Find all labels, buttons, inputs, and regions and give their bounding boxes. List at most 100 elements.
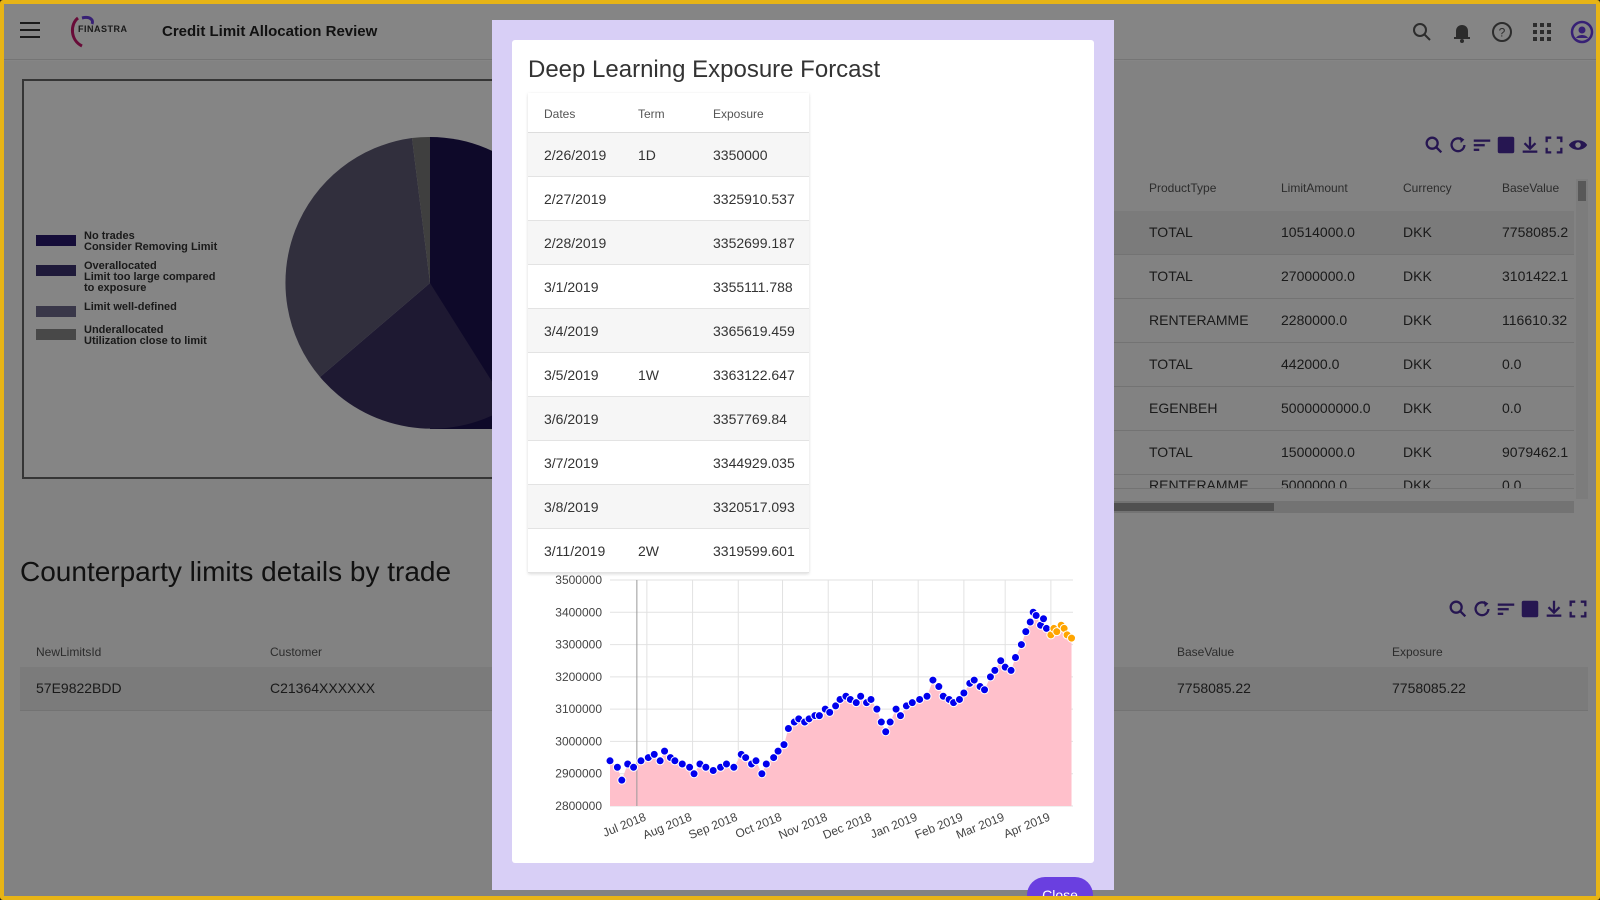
pie-slice-underallocated[interactable] — [412, 136, 430, 283]
cell-currency: DKK — [1403, 268, 1432, 284]
table-row[interactable]: RENTERAMME 2280000.0 DKK 116610.32 — [1114, 299, 1574, 343]
search-icon[interactable] — [1447, 598, 1469, 620]
data-point — [708, 765, 718, 775]
column-header[interactable]: BaseValue — [1502, 181, 1560, 195]
bell-icon[interactable] — [1450, 20, 1474, 44]
menu-icon[interactable] — [20, 22, 40, 38]
search-icon[interactable] — [1423, 134, 1445, 156]
column-header[interactable]: Currency — [1403, 181, 1452, 195]
data-point — [814, 711, 824, 721]
table-row[interactable]: 2/26/2019 1D 3350000 — [528, 133, 809, 177]
table-row[interactable]: 2/28/2019 3352699.187 — [528, 221, 809, 265]
apps-grid-icon[interactable] — [1530, 20, 1554, 44]
column-header[interactable]: ProductType — [1149, 181, 1217, 195]
exposure-forecast-chart: 2800000 2900000 3000000 3100000 3200000 33000… — [555, 573, 1077, 842]
help-icon[interactable]: ? — [1490, 20, 1514, 44]
sort-icon[interactable] — [1471, 134, 1493, 156]
data-point — [881, 727, 891, 737]
sort-icon[interactable] — [1495, 598, 1517, 620]
cell-term: 1D — [638, 147, 656, 163]
column-header[interactable]: NewLimitsId — [36, 645, 102, 659]
table-row[interactable]: 3/1/2019 3355111.788 — [528, 265, 809, 309]
column-header-dates[interactable]: Dates — [544, 107, 576, 121]
pdf-icon[interactable] — [1495, 134, 1517, 156]
cell-exposure: 3344929.035 — [713, 455, 795, 471]
x-tick-label: Nov 2018 — [776, 810, 829, 842]
pie-slice-well-defined[interactable] — [285, 138, 430, 377]
column-header-exposure[interactable]: Exposure — [713, 107, 764, 121]
column-header[interactable]: LimitAmount — [1281, 181, 1348, 195]
data-point — [907, 698, 917, 708]
app-title: Credit Limit Allocation Review — [162, 23, 378, 40]
data-point — [729, 762, 739, 772]
table-row[interactable]: TOTAL 10514000.0 DKK 7758085.2 — [1114, 211, 1574, 255]
cell-base-value: 7758085.2 — [1502, 224, 1569, 240]
cell-exposure: 3355111.788 — [713, 279, 793, 295]
svg-text:?: ? — [1499, 26, 1506, 40]
cell-exposure: 3363122.647 — [713, 367, 795, 383]
cell-base-value: 0.0 — [1502, 477, 1522, 489]
forecast-table-header: Dates Term Exposure — [528, 93, 809, 133]
table-row[interactable]: 3/4/2019 3365619.459 — [528, 309, 809, 353]
data-point — [1016, 640, 1026, 650]
y-tick-label: 3500000 — [555, 573, 602, 587]
data-point — [866, 694, 876, 704]
scrollbar-thumb[interactable] — [1578, 181, 1586, 201]
table-row[interactable]: 3/8/2019 3320517.093 — [528, 485, 809, 529]
refresh-icon[interactable] — [1447, 134, 1469, 156]
table-row[interactable]: TOTAL 442000.0 DKK 0.0 — [1114, 343, 1574, 387]
table-row[interactable]: 3/6/2019 3357769.84 — [528, 397, 809, 441]
data-point — [721, 759, 731, 769]
table-row[interactable]: EGENBEH 5000000000.0 DKK 0.0 — [1114, 387, 1574, 431]
cell-currency: DKK — [1403, 444, 1432, 460]
download-icon[interactable] — [1543, 598, 1565, 620]
data-point — [757, 769, 767, 779]
download-icon[interactable] — [1519, 134, 1541, 156]
cell-limit-amount: 442000.0 — [1281, 356, 1340, 372]
data-point — [990, 665, 1000, 675]
modal-title: Deep Learning Exposure Forcast — [528, 56, 881, 83]
column-header[interactable]: Exposure — [1392, 645, 1443, 659]
fullscreen-icon[interactable] — [1567, 598, 1589, 620]
pie-slice-overallocated[interactable] — [320, 283, 508, 429]
data-point — [1031, 611, 1041, 621]
trade-section-title: Counterparty limits details by trade — [20, 556, 452, 587]
search-icon[interactable] — [1410, 20, 1434, 44]
table-row[interactable]: 3/7/2019 3344929.035 — [528, 441, 809, 485]
table-row[interactable]: TOTAL 27000000.0 DKK 3101422.1 — [1114, 255, 1574, 299]
horizontal-scrollbar[interactable] — [1114, 501, 1574, 513]
pdf-icon[interactable] — [1519, 598, 1541, 620]
refresh-icon[interactable] — [1471, 598, 1493, 620]
data-point — [761, 759, 771, 769]
data-point — [741, 753, 751, 763]
x-tick-label: Aug 2018 — [641, 810, 694, 842]
forecast-table: Dates Term Exposure 2/26/2019 1D 3350000 2… — [528, 93, 809, 573]
data-point — [985, 672, 995, 682]
data-point — [605, 756, 615, 766]
vertical-scrollbar[interactable] — [1576, 179, 1588, 499]
table-row[interactable]: RENTERAMME 5000000.0 DKK 0.0 — [1114, 475, 1574, 489]
cell-exposure: 3365619.459 — [713, 323, 795, 339]
cell-limit-amount: 5000000000.0 — [1281, 400, 1371, 416]
x-tick-label: Jul 2018 — [601, 810, 649, 840]
fullscreen-icon[interactable] — [1543, 134, 1565, 156]
column-header[interactable]: BaseValue — [1177, 645, 1235, 659]
cell-exposure: 3357769.84 — [713, 411, 787, 427]
cell-base-value: 116610.32 — [1502, 312, 1568, 328]
column-header[interactable]: Customer — [270, 645, 323, 659]
table-row[interactable]: TOTAL 15000000.0 DKK 9079462.1 — [1114, 431, 1574, 475]
table-row[interactable]: 3/5/2019 1W 3363122.647 — [528, 353, 809, 397]
column-header-term[interactable]: Term — [638, 107, 665, 121]
eye-icon[interactable] — [1567, 134, 1589, 156]
data-point — [885, 717, 895, 727]
table-row[interactable]: 2/27/2019 3325910.537 — [528, 177, 809, 221]
data-point — [617, 775, 627, 785]
y-tick-label: 3000000 — [555, 734, 602, 748]
account-icon[interactable] — [1570, 20, 1594, 44]
cell-base-value: 3101422.1 — [1502, 268, 1569, 284]
table-row[interactable]: 3/11/2019 2W 3319599.601 — [528, 529, 809, 573]
legend-label: Underallocated Utilization close to limi… — [84, 324, 207, 347]
close-button[interactable]: Close — [1027, 877, 1093, 896]
data-point — [856, 691, 866, 701]
scrollbar-thumb[interactable] — [1114, 503, 1274, 511]
